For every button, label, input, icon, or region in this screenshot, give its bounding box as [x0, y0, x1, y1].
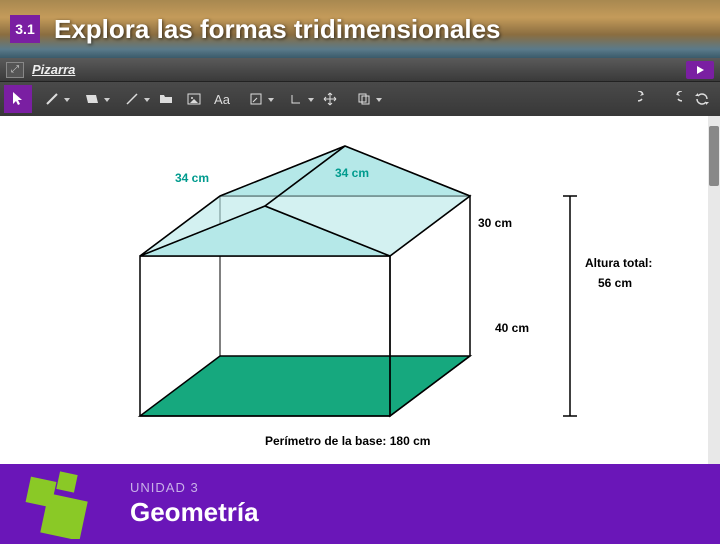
play-button[interactable] — [686, 61, 714, 79]
page-title: Explora las formas tridimensionales — [54, 14, 501, 45]
undo-button[interactable] — [632, 85, 660, 113]
section-badge: 3.1 — [10, 15, 40, 43]
text-tool[interactable]: Aa — [208, 85, 236, 113]
cursor-tool[interactable] — [4, 85, 32, 113]
expand-icon[interactable]: ⤢ — [6, 62, 24, 78]
pizarra-bar: ⤢ Pizarra — [0, 58, 720, 82]
scroll-thumb[interactable] — [709, 126, 719, 186]
pizarra-label[interactable]: Pizarra — [32, 62, 686, 77]
unit-icon — [20, 469, 100, 539]
image-tool[interactable] — [180, 85, 208, 113]
copy-tool[interactable] — [344, 85, 384, 113]
canvas[interactable]: 34 cm 34 cm 30 cm 40 cm Altura total: 56… — [0, 116, 720, 464]
header: 3.1 Explora las formas tridimensionales — [0, 0, 720, 58]
total-height-value: 56 cm — [598, 276, 632, 290]
roof-left-label: 34 cm — [175, 171, 209, 185]
depth-label: 30 cm — [478, 216, 512, 230]
scrollbar[interactable] — [708, 116, 720, 464]
unit-label: UNIDAD 3 — [130, 480, 259, 495]
move-tool[interactable] — [316, 85, 344, 113]
perimeter-label: Perímetro de la base: 180 cm — [265, 434, 430, 448]
redo-button[interactable] — [660, 85, 688, 113]
height-label: 40 cm — [495, 321, 529, 335]
total-height-label: Altura total: — [585, 256, 652, 270]
toolbar: Aa — [0, 82, 720, 116]
note-tool[interactable] — [236, 85, 276, 113]
shape-tool[interactable] — [72, 85, 112, 113]
footer-text: UNIDAD 3 Geometría — [130, 480, 259, 528]
folder-tool[interactable] — [152, 85, 180, 113]
line-tool[interactable] — [112, 85, 152, 113]
unit-title: Geometría — [130, 497, 259, 528]
footer: UNIDAD 3 Geometría — [0, 464, 720, 544]
corner-tool[interactable] — [276, 85, 316, 113]
roof-right-label: 34 cm — [335, 166, 369, 180]
refresh-button[interactable] — [688, 85, 716, 113]
pencil-tool[interactable] — [32, 85, 72, 113]
